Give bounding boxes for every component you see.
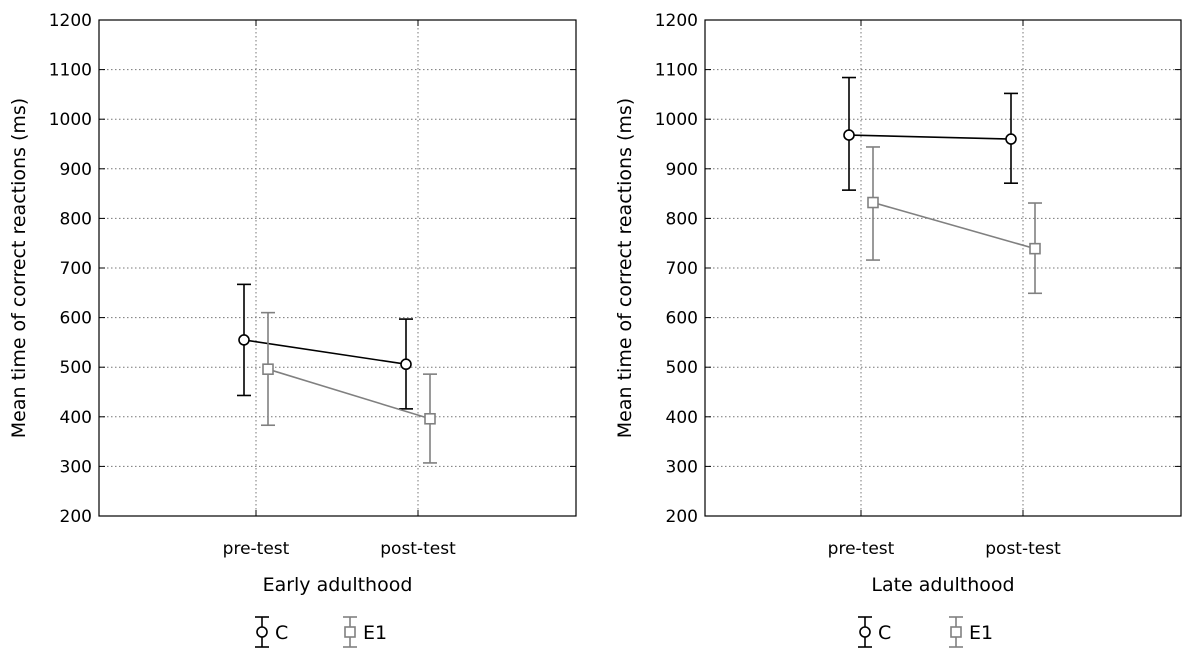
data-point xyxy=(843,129,855,141)
chart-panels: 200 300 400 500 600 700 800 900 1000 1100 1200 pre-… xyxy=(8,11,1182,648)
series-line xyxy=(267,368,431,420)
y-tick-label: 300 xyxy=(666,457,698,477)
series-c xyxy=(842,76,1018,191)
series-c xyxy=(237,283,413,410)
data-point xyxy=(238,334,250,346)
y-tick-label: 800 xyxy=(666,209,698,229)
x-tick-label: post-test xyxy=(985,539,1061,559)
y-tick-label: 900 xyxy=(666,160,698,180)
legend-marker-circle xyxy=(859,626,871,638)
data-point xyxy=(1029,242,1041,255)
legend-marker-circle xyxy=(256,626,268,638)
y-tick-label: 500 xyxy=(666,358,698,378)
y-tick-label: 1100 xyxy=(655,61,698,81)
legend-marker-square xyxy=(950,626,962,638)
legend-entry-c: C xyxy=(255,616,288,648)
y-tick-label: 400 xyxy=(666,408,698,428)
data-point xyxy=(262,363,274,375)
plot-frame xyxy=(704,19,1182,517)
x-tick-label: pre-test xyxy=(828,539,895,559)
x-tick-label: post-test xyxy=(380,539,456,559)
x-axis-title: Early adulthood xyxy=(263,574,413,596)
y-tick-label: 600 xyxy=(60,309,92,329)
legend: C E1 xyxy=(858,616,993,648)
y-tick-label: 700 xyxy=(60,259,92,279)
y-tick-label: 1000 xyxy=(49,110,92,130)
x-tick-label: pre-test xyxy=(223,539,290,559)
y-tick-label: 900 xyxy=(60,160,92,180)
y-tick-label: 1100 xyxy=(49,61,92,81)
x-axis-title: Late adulthood xyxy=(871,574,1014,596)
series-e1 xyxy=(261,311,437,464)
y-tick-label: 800 xyxy=(60,209,92,229)
y-tick-label: 400 xyxy=(60,408,92,428)
legend-label: E1 xyxy=(969,622,993,644)
data-point xyxy=(1005,133,1017,145)
legend-label: C xyxy=(275,622,288,644)
legend-entry-e1: E1 xyxy=(343,616,387,648)
legend-label: C xyxy=(878,622,891,644)
series-line xyxy=(848,134,1012,140)
legend-entry-c: C xyxy=(858,616,891,648)
y-tick-label: 300 xyxy=(60,457,92,477)
legend-marker-square xyxy=(344,626,356,638)
data-point xyxy=(424,412,436,425)
series-line xyxy=(243,339,407,366)
legend-entry-e1: E1 xyxy=(949,616,993,648)
data-point xyxy=(400,358,412,371)
chart-panel-2: 200 300 400 500 600 700 800 900 1000 1100 1200 pre-… xyxy=(614,11,1182,648)
series-line xyxy=(872,201,1036,250)
y-tick-label: 1200 xyxy=(49,11,92,31)
y-tick-label: 1000 xyxy=(655,110,698,130)
y-tick-label: 1200 xyxy=(655,11,698,31)
plot-frame xyxy=(98,19,577,517)
y-tick-label: 600 xyxy=(666,309,698,329)
legend: C E1 xyxy=(255,616,387,648)
y-tick-label: 200 xyxy=(60,507,92,527)
chart-panel-1: 200 300 400 500 600 700 800 900 1000 1100 1200 pre-… xyxy=(8,11,577,648)
y-axis-title: Mean time of correct reactions (ms) xyxy=(614,98,636,438)
y-tick-label: 500 xyxy=(60,358,92,378)
y-tick-label: 700 xyxy=(666,259,698,279)
data-point xyxy=(867,196,879,209)
y-axis-title: Mean time of correct reactions (ms) xyxy=(8,98,30,438)
y-tick-label: 200 xyxy=(666,507,698,527)
legend-label: E1 xyxy=(363,622,387,644)
series-e1 xyxy=(866,146,1042,295)
